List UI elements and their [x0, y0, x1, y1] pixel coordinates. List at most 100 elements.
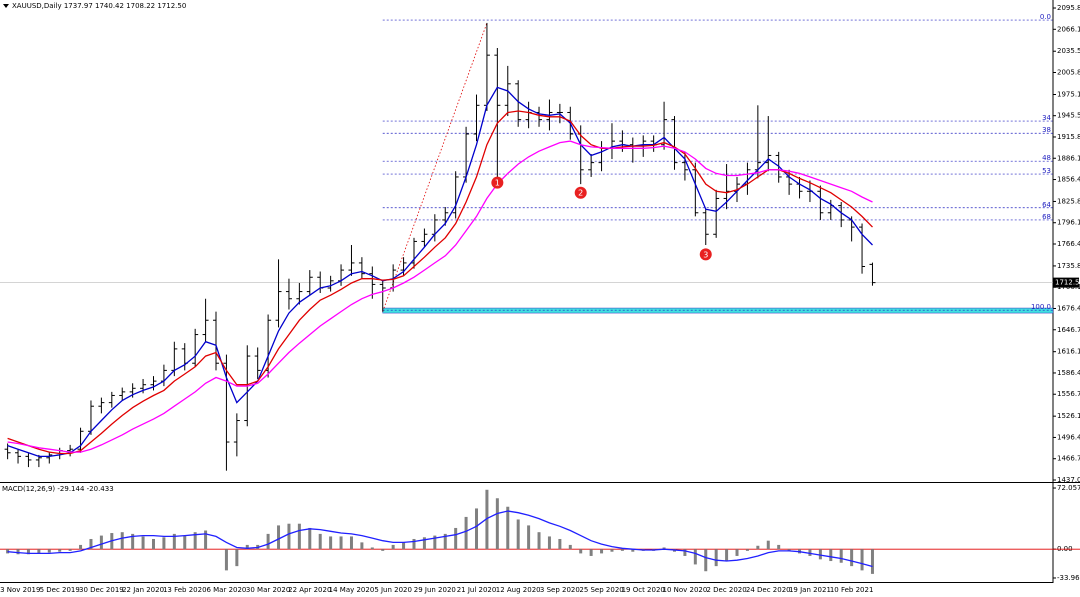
macd-bar — [808, 549, 812, 556]
y-tick-label: 1586.40 — [1057, 369, 1080, 377]
fib-label: 68 — [1042, 213, 1051, 221]
macd-bar — [620, 549, 624, 551]
zone — [382, 307, 1054, 314]
wave-label: 2 — [578, 189, 583, 198]
y-tick-label: 2095.80 — [1057, 4, 1080, 12]
macd-bar — [47, 549, 51, 553]
macd-bar — [527, 525, 531, 550]
y-tick-label: 2005.80 — [1057, 68, 1080, 76]
fib-trend — [382, 22, 488, 312]
macd-bar — [402, 542, 406, 550]
x-tick-label: 21 Jul 2020 — [457, 586, 497, 594]
macd-bar — [745, 549, 749, 551]
last-price-box — [1053, 277, 1079, 288]
macd-bar — [183, 535, 187, 550]
y-tick-label: 1676.40 — [1057, 304, 1080, 312]
x-tick-label: 5 Jun 2020 — [374, 586, 412, 594]
fib-label: 48 — [1042, 154, 1051, 162]
x-tick-label: 25 Sep 2020 — [579, 586, 623, 594]
y-tick-label: 1886.10 — [1057, 154, 1080, 162]
macd-bar — [610, 549, 614, 552]
macd-bar — [537, 532, 541, 550]
macd-bar — [131, 533, 135, 550]
y-tick-label: 1556.70 — [1057, 390, 1080, 398]
macd-bar — [766, 540, 770, 550]
y-tick-label: 1796.10 — [1057, 219, 1080, 227]
fib-label: 38 — [1042, 126, 1051, 134]
y-tick-label: 72.057 — [1057, 484, 1080, 492]
y-tick-label: 1766.40 — [1057, 240, 1080, 248]
chart-title: XAUUSD,Daily 1737.97 1740.42 1708.22 171… — [12, 2, 186, 10]
moving-average — [7, 86, 873, 458]
macd-bar — [683, 549, 687, 556]
macd-bar — [756, 545, 760, 550]
macd-bar — [558, 538, 562, 550]
macd-bar — [725, 549, 729, 562]
menu-arrow[interactable] — [3, 4, 9, 8]
x-tick-label: 12 Aug 2020 — [496, 586, 541, 594]
macd-bar — [714, 549, 718, 567]
macd-bar — [818, 549, 822, 560]
macd-bar — [245, 544, 249, 550]
x-tick-label: 24 Dec 2020 — [746, 586, 791, 594]
macd-bar — [547, 536, 551, 550]
wave-label: 3 — [703, 250, 708, 259]
macd-bar — [297, 523, 301, 550]
fib-label: 0.0 — [1040, 13, 1051, 21]
macd-bar — [89, 538, 93, 550]
macd-bar — [422, 537, 426, 550]
macd-bar — [860, 549, 864, 571]
macd-bar — [151, 538, 155, 550]
y-tick-label: 1945.50 — [1057, 112, 1080, 120]
macd-bar — [693, 549, 697, 565]
macd-bar — [631, 549, 635, 552]
x-tick-label: 19 Oct 2020 — [622, 586, 665, 594]
macd-bar — [68, 549, 72, 551]
moving-average — [7, 140, 873, 453]
macd-bar — [79, 544, 83, 550]
macd-bar — [193, 532, 197, 550]
macd-title: MACD(12,26,9) -29.144 -20.433 — [2, 485, 114, 493]
macd-bar — [339, 536, 343, 550]
x-tick-label: 30 Dec 2019 — [79, 586, 124, 594]
macd-bar — [850, 549, 854, 567]
y-tick-label: 1466.70 — [1057, 455, 1080, 463]
macd-bar — [308, 527, 312, 550]
y-tick-label: 2035.50 — [1057, 47, 1080, 55]
y-tick-label: 1496.40 — [1057, 433, 1080, 441]
macd-bar — [870, 549, 874, 574]
macd-bar — [6, 549, 10, 554]
macd-bar — [277, 525, 281, 550]
macd-bar — [287, 523, 291, 550]
fib-label: 100.0 — [1031, 303, 1051, 311]
x-tick-label: 13 Feb 2020 — [163, 586, 207, 594]
y-tick-label: 1437.00 — [1057, 476, 1080, 484]
x-tick-label: 30 Mar 2020 — [246, 586, 290, 594]
macd-bar — [475, 508, 479, 550]
macd-bar — [412, 538, 416, 550]
y-tick-label: 1616.10 — [1057, 348, 1080, 356]
moving-average — [7, 110, 873, 455]
x-tick-label: 19 Jan 2021 — [789, 586, 831, 594]
x-tick-label: 2 Dec 2020 — [706, 586, 746, 594]
macd-bar — [172, 533, 176, 550]
macd-bar — [266, 533, 270, 550]
wave-marker — [491, 176, 504, 189]
x-tick-label: 22 Jan 2020 — [122, 586, 164, 594]
macd-bar — [485, 489, 489, 550]
macd-bar — [120, 532, 124, 550]
macd-bar — [391, 544, 395, 550]
x-tick-label: 10 Nov 2020 — [662, 586, 707, 594]
macd-bar — [568, 544, 572, 550]
macd-bar — [829, 549, 833, 562]
x-tick-label: 6 Mar 2020 — [206, 586, 246, 594]
macd-bar — [141, 536, 145, 550]
macd-bar — [516, 519, 520, 550]
macd-bar — [16, 549, 20, 555]
macd-bar — [454, 527, 458, 550]
fib-label: 34 — [1042, 114, 1051, 122]
macd-bar — [224, 549, 228, 571]
macd-bar — [735, 549, 739, 556]
